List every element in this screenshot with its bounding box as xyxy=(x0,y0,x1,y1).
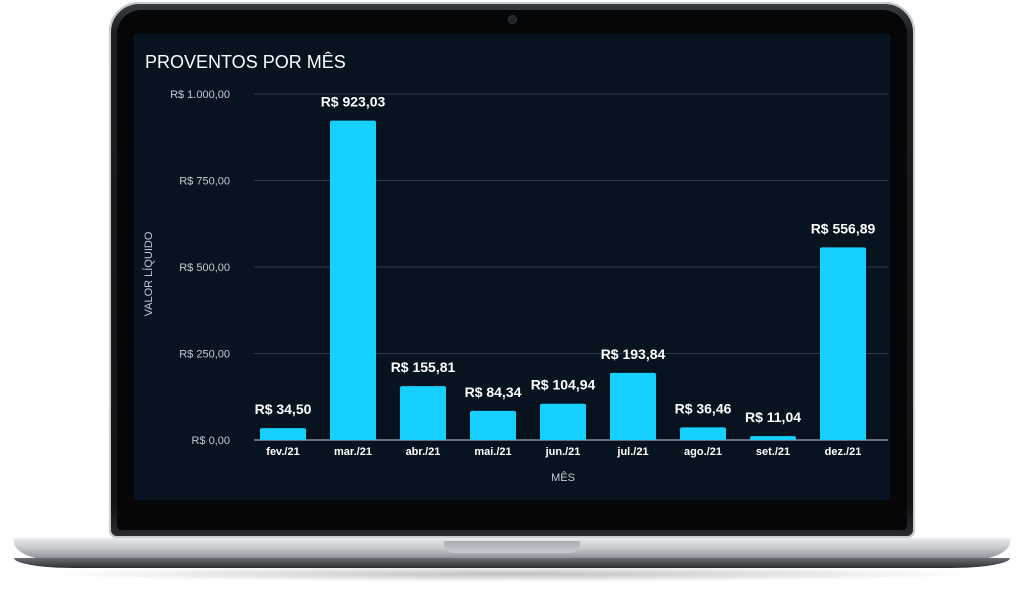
bars xyxy=(260,120,866,440)
x-tick-label: abr./21 xyxy=(406,446,441,458)
data-label: R$ 36,46 xyxy=(675,400,732,416)
x-tick-label: fev./21 xyxy=(266,446,299,458)
x-tick-label: jul./21 xyxy=(616,446,648,458)
y-tick-labels: R$ 0,00 R$ 250,00 R$ 500,00 R$ 750,00 R$ 1.0… xyxy=(170,89,230,447)
y-tick-label: R$ 0,00 xyxy=(191,435,230,447)
laptop-notch xyxy=(444,541,580,553)
x-tick-labels: fev./21 mar./21 abr./21 mai./21 jun./21 jul./… xyxy=(266,446,861,458)
chart-title: PROVENTOS POR MÊS xyxy=(145,52,346,72)
laptop-shadow xyxy=(40,566,984,582)
bar xyxy=(820,247,866,440)
data-label: R$ 556,89 xyxy=(811,220,876,236)
bar xyxy=(610,372,656,440)
x-tick-label: set./21 xyxy=(756,446,790,458)
x-tick-label: mar./21 xyxy=(334,446,372,458)
x-tick-label: mai./21 xyxy=(474,446,511,458)
y-axis-label: VALOR LÍQUIDO xyxy=(142,231,155,316)
x-tick-label: dez./21 xyxy=(825,446,862,458)
data-label: R$ 11,04 xyxy=(745,409,801,425)
y-tick-label: R$ 750,00 xyxy=(179,176,230,188)
data-label: R$ 923,03 xyxy=(321,94,386,110)
bar xyxy=(470,410,516,440)
bar xyxy=(680,427,726,440)
data-label: R$ 34,50 xyxy=(255,401,312,417)
bar xyxy=(540,403,586,440)
x-tick-label: ago./21 xyxy=(684,446,722,458)
data-label: R$ 155,81 xyxy=(391,359,456,375)
y-tick-label: R$ 500,00 xyxy=(179,262,230,274)
camera-icon xyxy=(509,16,516,23)
value-labels: R$ 34,50 R$ 923,03 R$ 155,81 R$ 84,34 R$ 104… xyxy=(255,94,876,426)
y-tick-label: R$ 250,00 xyxy=(179,349,230,361)
x-axis-label: MÊS xyxy=(551,471,575,484)
bar xyxy=(260,428,306,440)
bar xyxy=(400,386,446,440)
bar xyxy=(330,120,376,440)
data-label: R$ 193,84 xyxy=(601,346,666,362)
data-label: R$ 84,34 xyxy=(465,384,522,400)
laptop-base-lip xyxy=(14,558,1010,568)
y-tick-label: R$ 1.000,00 xyxy=(170,89,230,101)
bar xyxy=(750,436,796,440)
x-tick-label: jun./21 xyxy=(545,446,581,458)
bar-chart: R$ 0,00 R$ 250,00 R$ 500,00 R$ 750,00 R$ 1.0… xyxy=(142,89,888,484)
data-label: R$ 104,94 xyxy=(531,377,596,393)
